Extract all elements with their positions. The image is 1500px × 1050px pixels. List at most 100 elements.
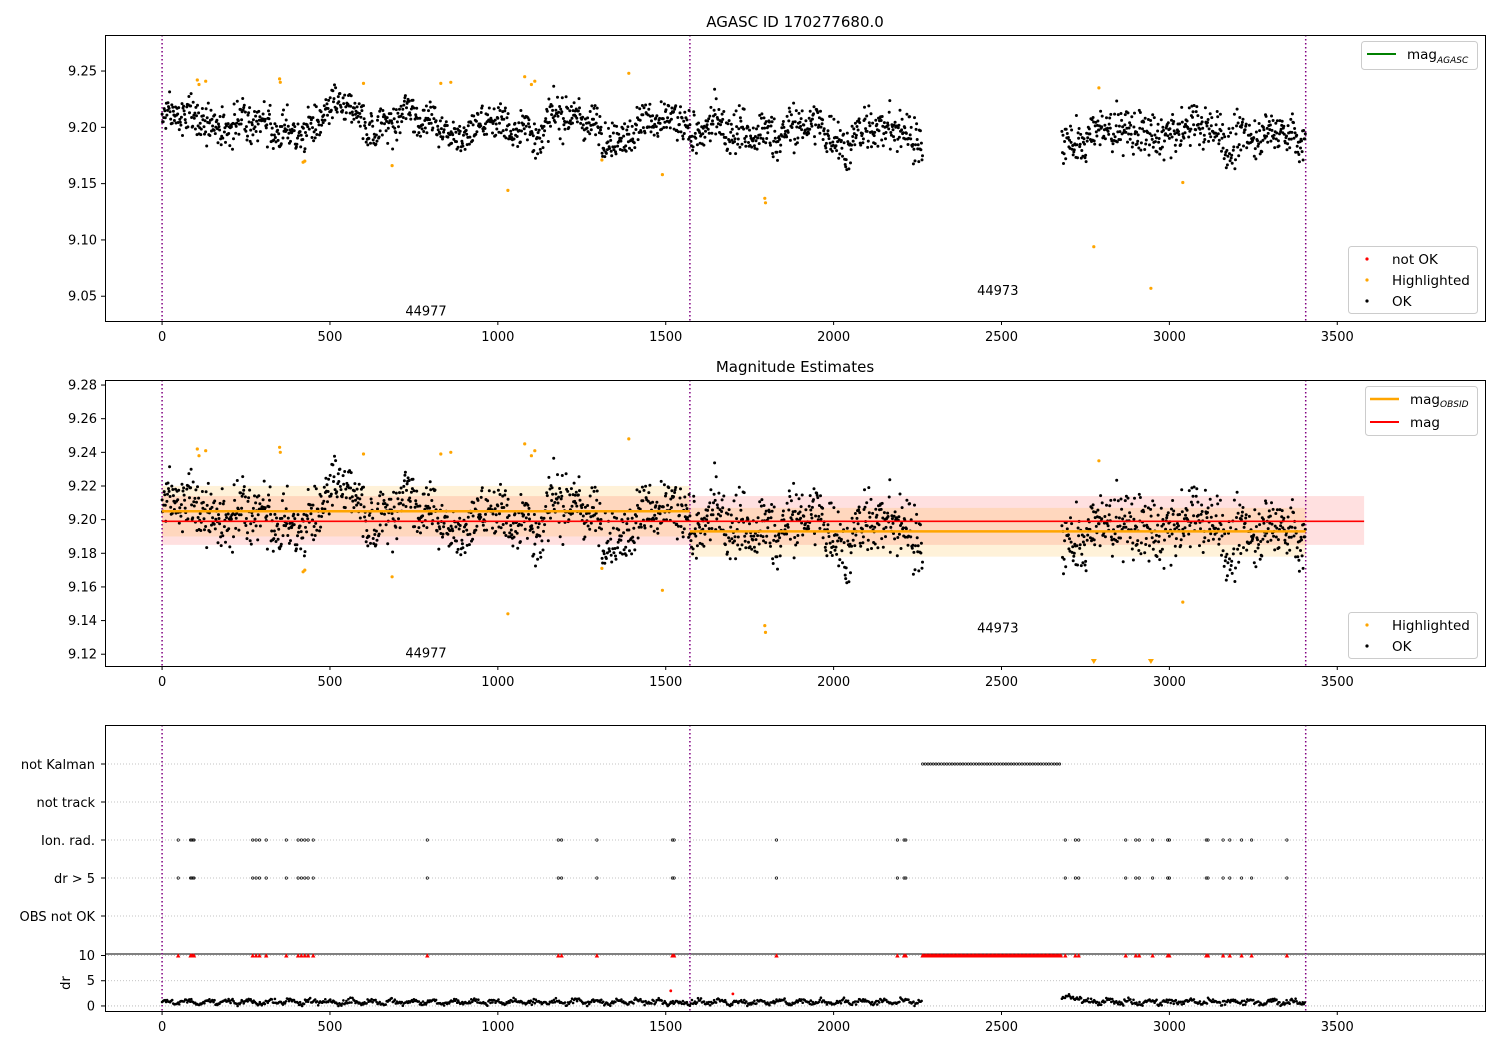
flag-marker (966, 762, 970, 766)
ok-point (1242, 131, 1246, 134)
ok-point (707, 131, 711, 135)
flag-marker (895, 876, 899, 880)
ok-point (222, 113, 226, 117)
ok-point (820, 122, 824, 126)
ok-point (231, 550, 234, 554)
ok-point (632, 541, 636, 545)
ok-point (358, 516, 362, 520)
ok-point (357, 482, 361, 486)
dr-point (810, 1003, 814, 1006)
dr-point (371, 1001, 374, 1004)
ok-point (255, 119, 259, 123)
dr-point (1096, 1003, 1100, 1007)
ok-point (1067, 547, 1071, 551)
ok-point (1185, 508, 1189, 512)
ok-point (769, 124, 773, 128)
ok-point (1085, 139, 1089, 143)
ok-point (398, 526, 402, 530)
dr-point (360, 1003, 363, 1007)
ok-point (796, 534, 800, 537)
ok-point (873, 142, 877, 146)
ok-point (280, 113, 284, 117)
ok-point (282, 492, 285, 496)
flag-marker (942, 762, 946, 766)
dr-point (211, 998, 214, 1002)
panel2-title: Magnitude Estimates (716, 358, 874, 376)
ok-point (708, 501, 712, 505)
ok-point (1187, 489, 1191, 493)
ok-point (341, 492, 345, 496)
ok-point (485, 528, 489, 532)
ok-point (856, 128, 860, 132)
ok-point (769, 516, 773, 520)
ok-point (278, 547, 282, 551)
ok-point (1194, 494, 1198, 498)
ok-point (163, 116, 167, 120)
ok-point (798, 510, 802, 514)
flag-marker (670, 876, 674, 880)
ok-point (778, 536, 782, 540)
ok-point (510, 533, 514, 537)
ok-point (732, 499, 736, 503)
ok-point (853, 544, 857, 548)
ok-point (340, 495, 344, 499)
ok-point (298, 524, 302, 528)
flag-marker (1063, 876, 1067, 880)
ok-point (697, 121, 700, 125)
ok-point (338, 467, 342, 471)
ok-point (724, 136, 728, 139)
flag-marker (1151, 838, 1155, 842)
ok-point (1265, 134, 1269, 138)
ok-point (1068, 537, 1071, 541)
ok-point (729, 525, 733, 529)
dr-point (208, 998, 211, 1001)
ok-point (786, 523, 790, 527)
ok-point (1191, 503, 1194, 507)
ok-point (542, 516, 546, 520)
ok-point (1093, 543, 1097, 547)
ok-point (716, 512, 720, 516)
ok-point (257, 109, 261, 113)
ok-point (785, 532, 789, 536)
ok-point (237, 528, 241, 532)
ok-point (1223, 532, 1227, 536)
ok-point (395, 537, 399, 541)
ok-point (392, 490, 396, 494)
ok-point (749, 134, 753, 138)
y-tick-label: 9.12 (68, 648, 97, 663)
ok-point (1169, 563, 1173, 567)
ok-point (616, 540, 620, 544)
ok-point (228, 144, 232, 148)
x-tick-label: 3000 (1153, 330, 1186, 345)
ok-point (578, 112, 582, 116)
ok-point (301, 536, 305, 540)
ok-point (1064, 565, 1068, 569)
ok-point (343, 470, 347, 473)
ok-point (1294, 150, 1298, 154)
ok-point (1085, 538, 1089, 542)
ok-point (1234, 132, 1238, 136)
ok-point (803, 522, 807, 526)
obsid-label: 44973 (977, 284, 1018, 299)
ok-point (682, 119, 686, 123)
ok-point (402, 484, 406, 488)
ok-point (376, 118, 379, 122)
dr-point (470, 998, 473, 1001)
ok-point (1299, 535, 1303, 539)
ok-point (736, 543, 740, 547)
ok-point (903, 137, 907, 141)
dr-point (486, 1004, 489, 1007)
ok-point (1151, 145, 1155, 149)
ok-point (240, 118, 244, 122)
dr-point (281, 1003, 285, 1006)
ok-point (655, 500, 659, 504)
ok-point (207, 121, 211, 125)
ok-point (262, 479, 266, 483)
ok-point (773, 129, 777, 133)
dr-point (1111, 997, 1114, 1001)
ok-point (829, 551, 833, 554)
ok-point (194, 105, 198, 109)
ok-point (1285, 551, 1289, 555)
dr-point (170, 998, 174, 1002)
